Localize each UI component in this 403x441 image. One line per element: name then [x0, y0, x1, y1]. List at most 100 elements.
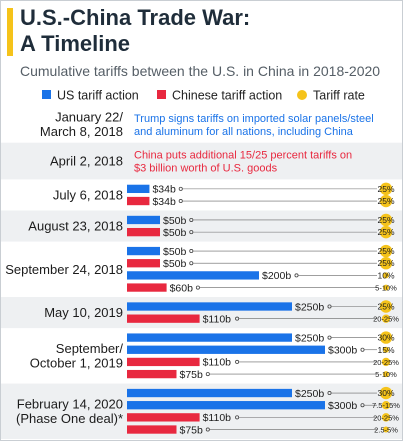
timeline-row: April 2, 2018 China puts additional 15/25… — [1, 142, 402, 180]
timeline-row: August 23, 2018 $50b 25% $50b 25% — [1, 210, 402, 242]
leader-dot — [189, 249, 194, 254]
tariff-rate-label: 25% — [377, 258, 394, 268]
tariff-rate-dot — [381, 400, 391, 410]
bar-value-label: $50b — [163, 258, 187, 270]
leader-dot — [205, 372, 210, 377]
us-tariff-bar — [127, 302, 292, 311]
leader-dot — [327, 304, 332, 309]
us-tariff-bar — [127, 215, 160, 225]
tariff-rate-dot — [383, 371, 389, 378]
timeline-row: February 14, 2020(Phase One deal)* $250b 3… — [1, 383, 402, 439]
us-tariff-bar — [127, 246, 160, 256]
tariff-rate-label: 25% — [377, 215, 394, 225]
us-tariff-bar — [127, 388, 292, 398]
leader-dot — [189, 217, 194, 222]
china-tariff-bar-group: $34b 25% — [127, 194, 395, 208]
event-date-label: October 1, 2019 — [30, 356, 123, 371]
tariff-rate-dot — [379, 331, 393, 344]
china-tariff-bar-group: $50b 25% — [127, 225, 395, 239]
bar-value-label: $34b — [152, 184, 176, 196]
us-tariff-bar-group: $250b 30% — [127, 331, 395, 344]
us-tariff-bar-group: $50b 25% — [127, 213, 395, 227]
bar-value-label: $50b — [163, 246, 187, 258]
us-tariff-bar — [127, 271, 259, 280]
timeline-rows: January 22/March 8, 2018 Trump signs tari… — [1, 110, 402, 439]
tariff-rate-label: 25% — [377, 196, 394, 206]
event-note: $3 billion worth of U.S. goods — [134, 163, 278, 175]
legend-china-label: Chinese tariff action — [172, 89, 282, 103]
bar-value-label: $250b — [295, 301, 324, 313]
us-tariff-bar-group: $250b 30% — [127, 386, 395, 400]
bar-value-label: $60b — [170, 282, 194, 294]
row-background — [1, 210, 402, 242]
event-date-label: September 24, 2018 — [5, 262, 123, 277]
bar-value-label: $50b — [163, 227, 187, 239]
china-tariff-bar-group: $110b 20-25% — [127, 357, 399, 369]
timeline-row: September/October 1, 2019 $250b 30% $300b 15… — [30, 331, 399, 381]
china-tariff-bar — [127, 314, 200, 323]
china-tariff-bar — [127, 283, 167, 292]
tariff-rate-label: 7.5-15% — [372, 401, 400, 410]
leader-dot — [195, 285, 200, 290]
bar-value-label: $75b — [180, 369, 204, 381]
tariff-rate-dot — [379, 194, 393, 208]
leader-dot — [235, 316, 240, 321]
us-tariff-bar — [127, 401, 325, 410]
chart-subtitle: Cumulative tariffs between the U.S. in C… — [20, 63, 381, 79]
leader-dot — [235, 415, 240, 420]
leader-dot — [178, 186, 183, 191]
legend-us-swatch — [42, 90, 51, 99]
china-tariff-bar — [127, 413, 200, 422]
bar-value-label: $300b — [328, 400, 357, 412]
legend-china-item: Chinese tariff action — [157, 89, 282, 103]
bar-value-label: $200b — [262, 270, 291, 282]
bar-value-label: $110b — [203, 357, 232, 369]
us-tariff-bar-group: $300b 15% — [127, 345, 395, 357]
event-date-label: April 2, 2018 — [50, 154, 123, 169]
tariff-rate-dot — [379, 257, 393, 270]
event-note: China puts additional 15/25 percent tari… — [134, 150, 352, 162]
event-date-label: September/ — [56, 341, 124, 356]
event-date-label: March 8, 2018 — [40, 124, 123, 139]
tariff-rate-dot — [383, 426, 389, 433]
china-tariff-bar-group: $50b 25% — [127, 257, 395, 270]
china-tariff-bar — [127, 227, 160, 237]
timeline-row: July 6, 2018 $34b 25% $34b 25% — [53, 182, 395, 208]
tariff-rate-dot — [383, 284, 389, 291]
tariff-rate-dot — [379, 225, 393, 239]
chart-title-line-1: U.S.-China Trade War: — [20, 5, 251, 30]
china-tariff-bar — [127, 196, 150, 206]
event-date-label: July 6, 2018 — [53, 187, 123, 202]
china-tariff-bar-group: $110b 20-25% — [127, 313, 399, 325]
china-tariff-bar — [127, 357, 200, 367]
bar-value-label: $75b — [180, 424, 204, 436]
us-tariff-bar — [127, 184, 150, 194]
tariff-rate-label: 20-25% — [373, 358, 399, 367]
tariff-rate-label: 25% — [377, 184, 394, 194]
tariff-rate-dot — [383, 346, 389, 353]
tariff-rate-label: 5-10% — [375, 370, 397, 379]
leader-dot — [189, 261, 194, 266]
bar-value-label: $50b — [163, 215, 187, 227]
timeline-row: January 22/March 8, 2018 Trump signs tari… — [40, 110, 374, 139]
us-tariff-bar-group: $50b 25% — [127, 244, 395, 258]
tariff-rate-dot — [379, 386, 393, 400]
legend-rate-item: Tariff rate — [297, 89, 365, 103]
china-tariff-bar — [127, 259, 160, 268]
china-tariff-bar-group: $75b 2.5-5% — [127, 424, 398, 436]
tariff-rate-label: 2.5-5% — [374, 426, 398, 435]
bar-value-label: $250b — [295, 388, 324, 400]
leader-dot — [360, 347, 365, 352]
chart-title-line-2: A Timeline — [20, 31, 131, 56]
tariff-rate-label: 25% — [377, 301, 394, 311]
bar-value-label: $110b — [203, 412, 232, 424]
event-date-label: August 23, 2018 — [28, 219, 123, 234]
us-tariff-bar — [127, 333, 292, 342]
tariff-rate-label: 30% — [377, 388, 394, 398]
timeline-row: September 24, 2018 $50b 25% $50b 25% $200b 10%… — [5, 244, 397, 294]
legend-us-item: US tariff action — [42, 89, 139, 103]
us-tariff-bar — [127, 345, 325, 354]
event-date-label: February 14, 2020 — [17, 397, 123, 412]
leader-dot — [360, 403, 365, 408]
